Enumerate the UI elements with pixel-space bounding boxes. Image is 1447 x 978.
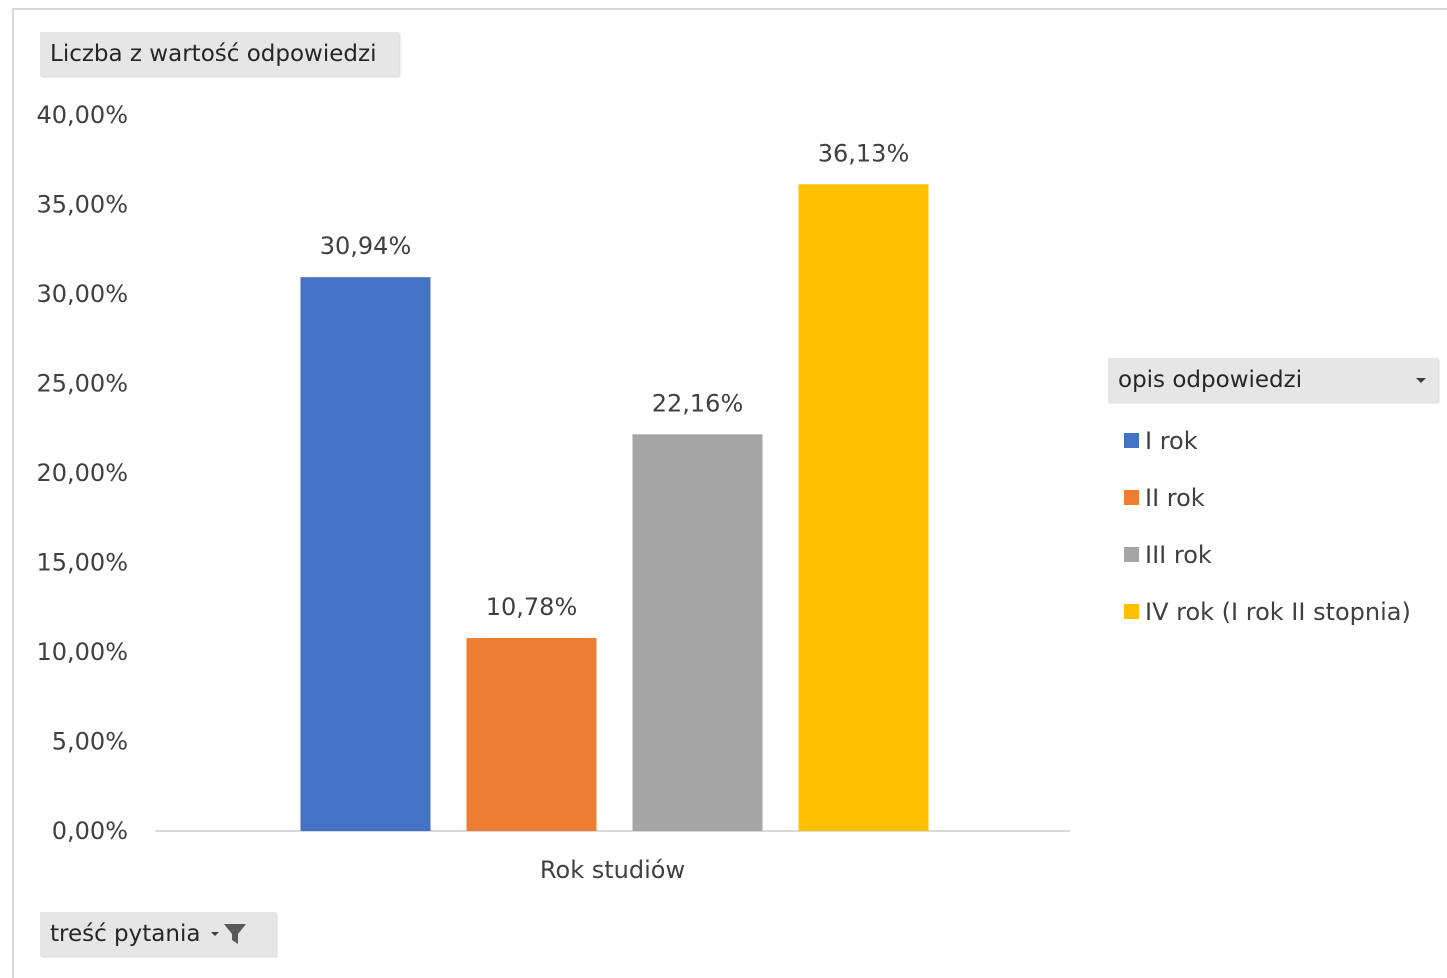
values-field-label: Liczba z wartość odpowiedzi: [50, 41, 377, 67]
legend-items: I rok II rok III rok IV rok (I rok II stopn…: [1108, 412, 1440, 640]
legend: opis odpowiedzi I rok II rok III rok IV rok…: [1108, 358, 1440, 640]
filter-icon: [224, 924, 247, 944]
legend-item[interactable]: III rok: [1124, 526, 1440, 583]
filter-field-label: treść pytania: [50, 921, 201, 947]
legend-swatch: [1124, 604, 1139, 619]
legend-swatch: [1124, 547, 1139, 562]
y-tick-label: 5,00%: [52, 728, 128, 756]
filter-dropdown[interactable]: [210, 921, 248, 947]
data-label: 22,16%: [652, 389, 744, 417]
legend-item-label: IV rok (I rok II stopnia): [1145, 597, 1411, 626]
data-label: 10,78%: [486, 593, 578, 621]
y-tick-label: 20,00%: [36, 459, 128, 487]
x-category-label: Rok studiów: [540, 856, 685, 884]
chevron-down-icon: [211, 932, 220, 936]
filter-field-button[interactable]: treść pytania: [40, 912, 276, 956]
bar[interactable]: [632, 434, 763, 831]
y-tick-label: 35,00%: [36, 191, 128, 219]
data-label: 30,94%: [320, 232, 412, 260]
legend-field-button[interactable]: opis odpowiedzi: [1108, 358, 1438, 402]
legend-item-label: I rok: [1145, 426, 1198, 455]
legend-item[interactable]: IV rok (I rok II stopnia): [1124, 583, 1440, 640]
y-tick-label: 15,00%: [36, 549, 128, 577]
y-tick-label: 40,00%: [36, 101, 128, 129]
legend-item[interactable]: II rok: [1124, 469, 1440, 526]
bar[interactable]: [466, 638, 597, 831]
legend-swatch: [1124, 490, 1139, 505]
data-label: 36,13%: [818, 139, 910, 167]
bar[interactable]: [798, 184, 929, 831]
chart-frame: [12, 8, 1447, 978]
legend-field-label: opis odpowiedzi: [1118, 367, 1303, 393]
y-tick-label: 30,00%: [36, 280, 128, 308]
y-tick-label: 25,00%: [36, 370, 128, 398]
values-field-button[interactable]: Liczba z wartość odpowiedzi: [40, 32, 399, 76]
legend-swatch: [1124, 433, 1139, 448]
bar[interactable]: [300, 277, 431, 831]
chevron-down-icon[interactable]: [1414, 375, 1428, 385]
legend-item-label: III rok: [1145, 540, 1212, 569]
legend-item-label: II rok: [1145, 483, 1205, 512]
legend-item[interactable]: I rok: [1124, 412, 1440, 469]
chart-plot: 0,00% 5,00% 10,00% 15,00% 20,00% 25,00% 30,00%…: [36, 101, 1070, 884]
y-tick-label: 0,00%: [52, 817, 128, 845]
y-tick-label: 10,00%: [36, 638, 128, 666]
